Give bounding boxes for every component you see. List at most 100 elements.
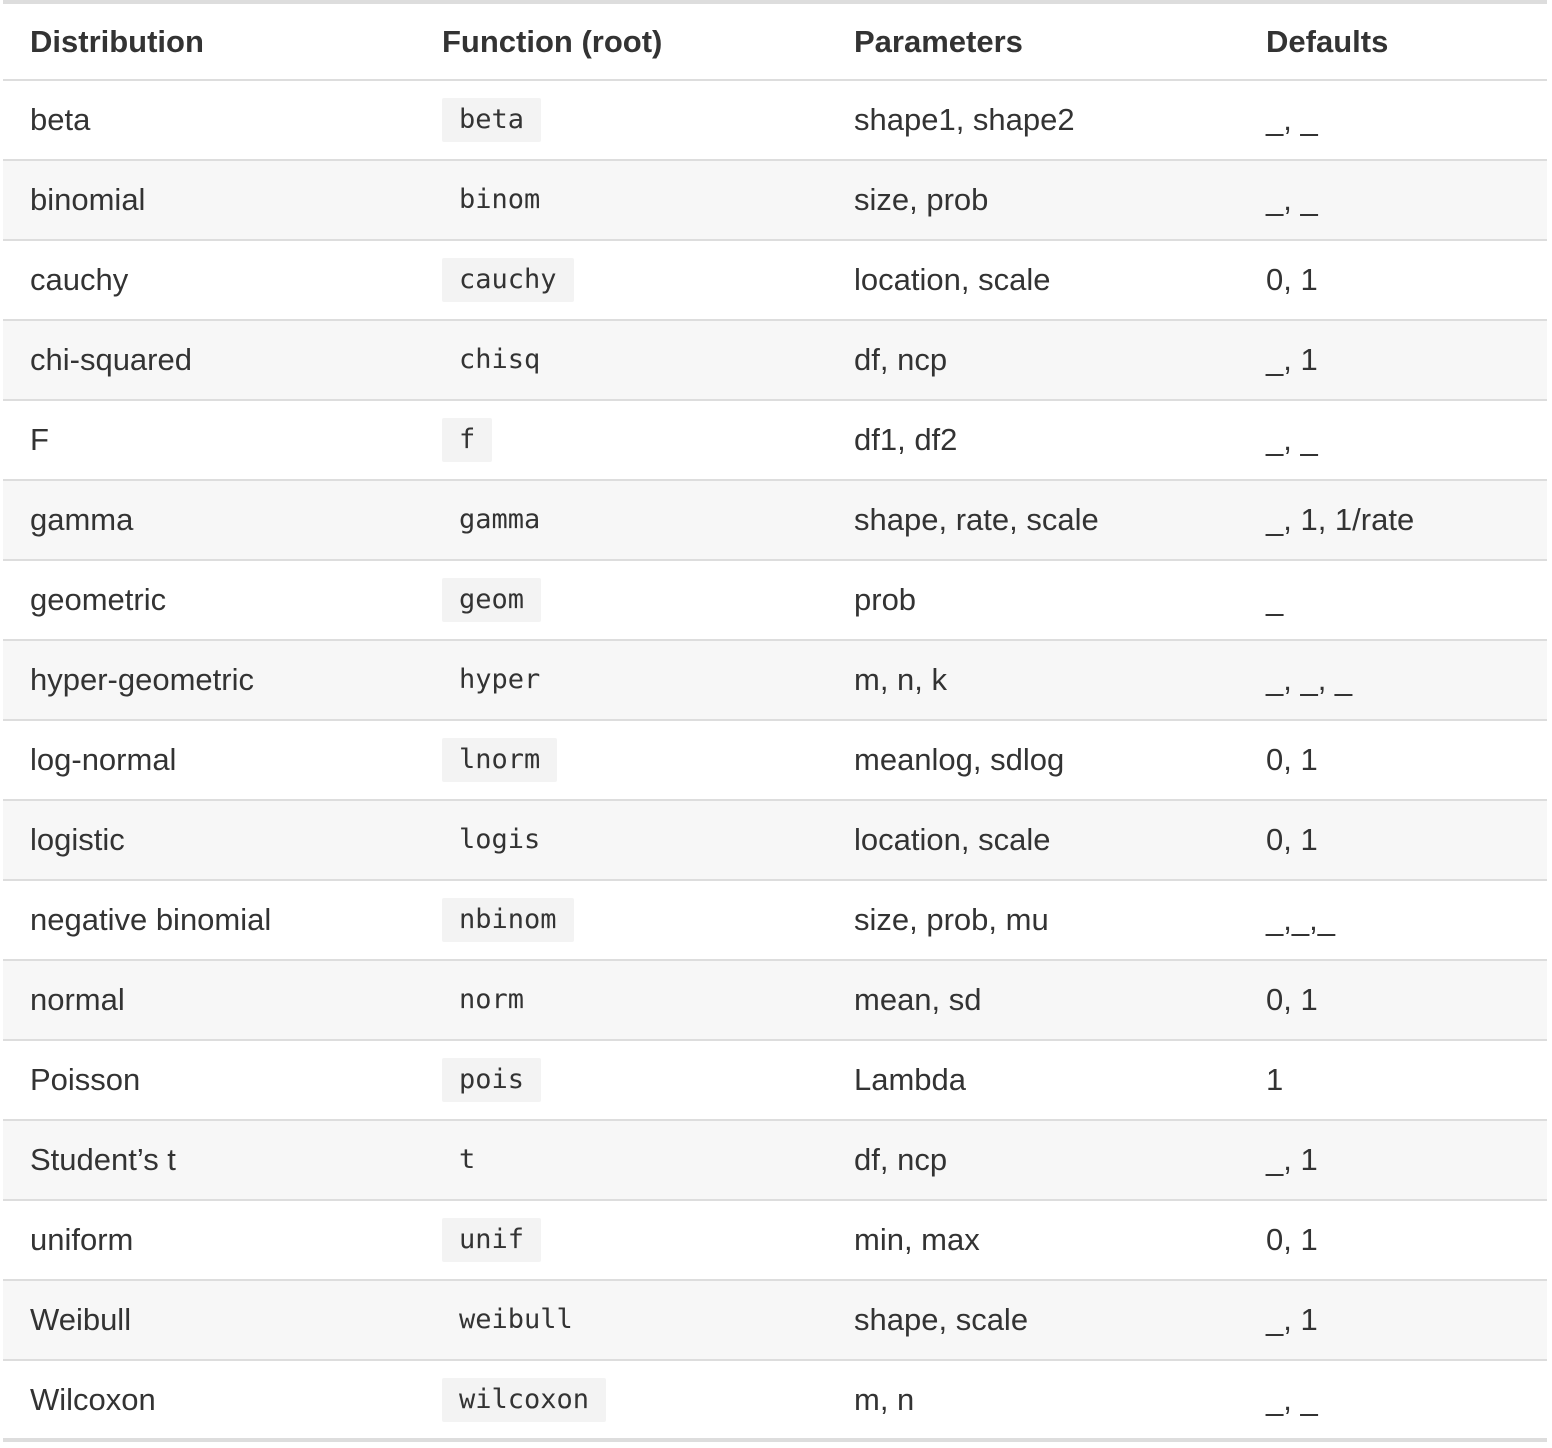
function-code: f (442, 418, 493, 462)
cell-parameters: shape, scale (827, 1279, 1239, 1360)
cell-defaults: _, 1 (1239, 1119, 1547, 1200)
table-row: normal norm mean, sd 0, 1 (3, 959, 1547, 1040)
cell-distribution: log-normal (3, 719, 415, 800)
cell-function: t (415, 1119, 827, 1200)
cell-function: hyper (415, 639, 827, 720)
distribution-table-container: Distribution Function (root) Parameters … (3, 0, 1547, 1442)
table-row: binomial binom size, prob _, _ (3, 159, 1547, 240)
function-code: beta (442, 98, 542, 142)
function-code: gamma (459, 504, 541, 535)
function-code: logis (459, 824, 541, 855)
table-row: Weibull weibull shape, scale _, 1 (3, 1279, 1547, 1360)
cell-function: norm (415, 959, 827, 1040)
cell-parameters: meanlog, sdlog (827, 719, 1239, 800)
cell-function: f (415, 399, 827, 480)
function-code: t (459, 1144, 476, 1175)
cell-parameters: location, scale (827, 799, 1239, 880)
table-row: Student’s t t df, ncp _, 1 (3, 1119, 1547, 1200)
cell-defaults: 1 (1239, 1039, 1547, 1120)
cell-function: logis (415, 799, 827, 880)
cell-parameters: Lambda (827, 1039, 1239, 1120)
cell-function: pois (415, 1039, 827, 1120)
function-code: nbinom (442, 898, 574, 942)
table-row: uniform unif min, max 0, 1 (3, 1199, 1547, 1280)
table-row: Wilcoxon wilcoxon m, n _, _ (3, 1359, 1547, 1440)
cell-function: wilcoxon (415, 1359, 827, 1440)
cell-distribution: binomial (3, 159, 415, 240)
table-body: beta beta shape1, shape2 _, _ binomial binom s… (3, 80, 1547, 1440)
cell-distribution: Student’s t (3, 1119, 415, 1200)
cell-defaults: _, _ (1239, 159, 1547, 240)
cell-defaults: _,_,_ (1239, 879, 1547, 960)
cell-parameters: location, scale (827, 239, 1239, 320)
table-row: log-normal lnorm meanlog, sdlog 0, 1 (3, 719, 1547, 800)
cell-parameters: m, n, k (827, 639, 1239, 720)
table-row: logistic logis location, scale 0, 1 (3, 799, 1547, 880)
cell-distribution: geometric (3, 559, 415, 640)
cell-function: cauchy (415, 239, 827, 320)
cell-parameters: df, ncp (827, 1119, 1239, 1200)
cell-defaults: _, 1, 1/rate (1239, 479, 1547, 560)
header-function-root: Function (root) (415, 2, 827, 81)
table-row: geometric geom prob _ (3, 559, 1547, 640)
cell-parameters: mean, sd (827, 959, 1239, 1040)
function-code: lnorm (442, 738, 558, 782)
cell-parameters: shape, rate, scale (827, 479, 1239, 560)
function-code: weibull (459, 1304, 573, 1335)
cell-function: geom (415, 559, 827, 640)
function-code: unif (442, 1218, 542, 1262)
cell-defaults: _ (1239, 559, 1547, 640)
function-code: wilcoxon (442, 1377, 607, 1422)
function-code: binom (459, 184, 541, 215)
cell-parameters: size, prob (827, 159, 1239, 240)
cell-function: chisq (415, 319, 827, 400)
function-code: pois (442, 1058, 542, 1102)
cell-defaults: 0, 1 (1239, 719, 1547, 800)
cell-defaults: _, 1 (1239, 319, 1547, 400)
cell-distribution: beta (30, 102, 91, 137)
cell-defaults: 0, 1 (1239, 1199, 1547, 1280)
cell-distribution: Weibull (3, 1279, 415, 1360)
cell-defaults: _, _, _ (1239, 639, 1547, 720)
function-code: geom (442, 578, 542, 622)
cell-function: binom (415, 159, 827, 240)
cell-parameters: m, n (827, 1359, 1239, 1440)
table-row: chi-squared chisq df, ncp _, 1 (3, 319, 1547, 400)
cell-function: lnorm (415, 719, 827, 800)
cell-distribution: gamma (3, 479, 415, 560)
cell-parameters: df1, df2 (827, 399, 1239, 480)
distribution-table: Distribution Function (root) Parameters … (3, 0, 1547, 1442)
table-row: cauchy cauchy location, scale 0, 1 (3, 239, 1547, 320)
cell-distribution: cauchy (3, 239, 415, 320)
cell-parameters: df, ncp (827, 319, 1239, 400)
table-row: gamma gamma shape, rate, scale _, 1, 1/rate (3, 479, 1547, 560)
header-parameters: Parameters (827, 2, 1239, 81)
header-defaults: Defaults (1239, 2, 1547, 81)
cell-distribution: uniform (3, 1199, 415, 1280)
cell-parameters: size, prob, mu (827, 879, 1239, 960)
cell-function: unif (415, 1199, 827, 1280)
cell-distribution: logistic (3, 799, 415, 880)
cell-distribution: chi-squared (3, 319, 415, 400)
cell-defaults: _, _ (1239, 399, 1547, 480)
function-code: chisq (459, 344, 541, 375)
table-row: hyper-geometric hyper m, n, k _, _, _ (3, 639, 1547, 720)
cell-parameters: prob (827, 559, 1239, 640)
cell-distribution: normal (3, 959, 415, 1040)
cell-function: nbinom (415, 879, 827, 960)
cell-distribution: F (3, 399, 415, 480)
cell-function: gamma (415, 479, 827, 560)
cell-parameters: min, max (827, 1199, 1239, 1280)
cell-distribution: Poisson (3, 1039, 415, 1120)
table-row: negative binomial nbinom size, prob, mu _,_… (3, 879, 1547, 960)
cell-parameters: shape1, shape2 (854, 102, 1075, 137)
cell-defaults: _, 1 (1239, 1279, 1547, 1360)
table-row: Poisson pois Lambda 1 (3, 1039, 1547, 1120)
header-row: Distribution Function (root) Parameters … (3, 2, 1547, 81)
function-code: hyper (459, 664, 541, 695)
cell-defaults: 0, 1 (1239, 239, 1547, 320)
cell-distribution: hyper-geometric (3, 639, 415, 720)
cell-distribution: negative binomial (3, 879, 415, 960)
table-row: beta beta shape1, shape2 _, _ (3, 80, 1547, 160)
